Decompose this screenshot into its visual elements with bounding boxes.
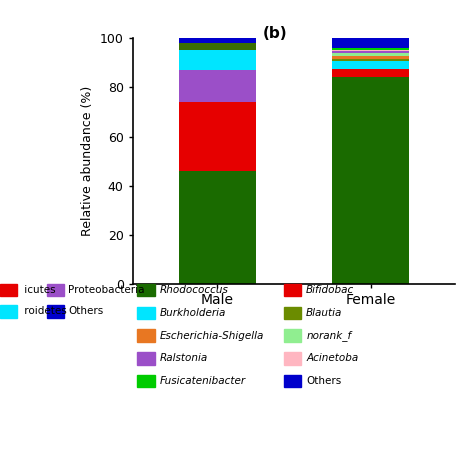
Bar [332, 54, 409, 56]
Bar [179, 38, 255, 43]
Bar [332, 61, 409, 69]
Text: roidetes: roidetes [21, 306, 67, 317]
Bar [332, 38, 409, 48]
Text: Others: Others [306, 376, 341, 386]
Text: Fusicatenibacter: Fusicatenibacter [159, 376, 246, 386]
Bar [332, 49, 409, 52]
Bar [179, 70, 255, 102]
Text: Rhodococcus: Rhodococcus [159, 285, 228, 295]
Text: Ralstonia: Ralstonia [159, 353, 208, 364]
Bar [179, 171, 255, 284]
Text: (b): (b) [263, 26, 287, 41]
Text: Blautia: Blautia [306, 308, 343, 318]
Bar [332, 59, 409, 61]
Text: norank_f: norank_f [306, 330, 351, 341]
Text: Bifidobac: Bifidobac [306, 285, 355, 295]
Text: Others: Others [68, 306, 103, 317]
Text: Proteobacteria: Proteobacteria [68, 285, 145, 295]
Bar [332, 56, 409, 59]
Text: Acinetoba: Acinetoba [306, 353, 358, 364]
Bar [179, 102, 255, 171]
Bar [332, 52, 409, 54]
Text: icutes: icutes [21, 285, 55, 295]
Text: Escherichia-Shigella: Escherichia-Shigella [159, 330, 264, 341]
Bar [179, 50, 255, 70]
Bar [179, 43, 255, 50]
Bar [332, 48, 409, 49]
Bar [332, 69, 409, 77]
Bar [332, 77, 409, 284]
Y-axis label: Relative abundance (%): Relative abundance (%) [81, 86, 94, 236]
Text: Burkholderia: Burkholderia [159, 308, 226, 318]
